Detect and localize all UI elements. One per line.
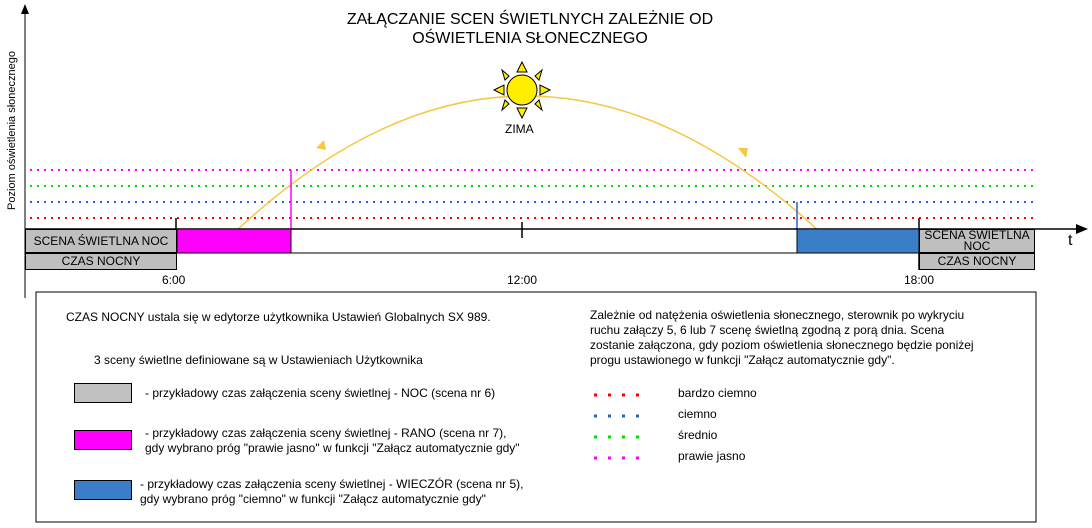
legend-rano-line1: - przykładowy czas załączenia sceny świe… — [145, 426, 507, 440]
y-axis-arrow — [21, 4, 29, 14]
note-scenes: 3 sceny świetlne definiowane są w Ustawi… — [94, 353, 423, 367]
title-line-2: OŚWIETLENIA SŁONECZNEGO — [412, 30, 648, 47]
description-line-3: zostanie załączona, gdy poziom oświetlen… — [590, 338, 974, 352]
legend-noc-line1: - przykładowy czas załączenia sceny świe… — [145, 386, 496, 400]
threshold-item: średnio — [590, 428, 850, 449]
night-scene-right: SCENA ŚWIETLNA NOC — [919, 229, 1035, 253]
description: Zależnie od natężenia oświetlenia słonec… — [590, 308, 1030, 368]
threshold-label-bardzo-ciemno: bardzo ciemno — [678, 386, 757, 400]
threshold-label-srednio: średnio — [678, 428, 718, 442]
legend-text-noc: - przykładowy czas załączenia sceny świe… — [145, 386, 495, 401]
threshold-label-ciemno: ciemno — [678, 407, 717, 421]
legend-swatch-rano — [74, 430, 132, 450]
x-axis-label: t — [1068, 232, 1073, 249]
legend-text-wieczor: - przykładowy czas załączenia sceny świe… — [140, 477, 523, 507]
threshold-item: prawie jasno — [590, 449, 850, 470]
evening-scene-bar — [796, 228, 920, 254]
threshold-label-prawie-jasno: prawie jasno — [678, 449, 746, 463]
notes-frame — [35, 291, 1037, 523]
legend-text-rano: - przykładowy czas załączenia sceny świe… — [145, 426, 520, 456]
threshold-item: bardzo ciemno — [590, 386, 850, 407]
time-axis-arrow — [1076, 224, 1088, 234]
legend-swatch-wieczor — [74, 480, 132, 500]
sun-arc — [234, 95, 821, 233]
description-line-4: progu ustawionego w funkcji "Załącz auto… — [590, 353, 895, 367]
title-line-1: ZAŁĄCZANIE SCEN ŚWIETLNYCH ZALEŻNIE OD — [346, 11, 714, 28]
night-scene-left: SCENA ŚWIETLNA NOC — [25, 229, 177, 253]
sun-icon — [492, 60, 552, 120]
threshold-item: ciemno — [590, 407, 850, 428]
note-night-time: CZAS NOCNY ustala się w edytorze użytkow… — [66, 310, 491, 324]
legend-wieczor-line2: gdy wybrano próg "ciemno" w funkcji "Zał… — [140, 492, 486, 506]
tick-label-6: 6:00 — [162, 273, 186, 287]
night-time-right: CZAS NOCNY — [919, 253, 1035, 270]
tick-label-12: 12:00 — [507, 273, 538, 287]
legend-swatch-noc — [74, 383, 132, 403]
y-axis-label: Poziom oświetlenia słonecznego — [6, 51, 18, 210]
threshold-legend: bardzo ciemno ciemno średnio prawie jasn… — [590, 386, 850, 470]
legend-wieczor-line1: - przykładowy czas załączenia sceny świe… — [140, 477, 524, 491]
arc-arrow-right — [738, 148, 748, 158]
night-time-left: CZAS NOCNY — [25, 253, 177, 270]
day-bar — [290, 228, 798, 254]
description-line-2: ruchu załączy 5, 6 lub 7 scenę świetlną … — [590, 323, 945, 337]
arc-arrow-left — [316, 140, 326, 150]
morning-scene-bar — [176, 228, 292, 254]
sun-label: ZIMA — [505, 122, 534, 136]
description-line-1: Zależnie od natężenia oświetlenia słonec… — [590, 308, 965, 322]
legend-rano-line2: gdy wybrano próg "prawie jasno" w funkcj… — [145, 441, 520, 455]
diagram-title: ZAŁĄCZANIE SCEN ŚWIETLNYCH ZALEŻNIE OD O… — [260, 10, 800, 48]
tick-label-18: 18:00 — [904, 273, 935, 287]
